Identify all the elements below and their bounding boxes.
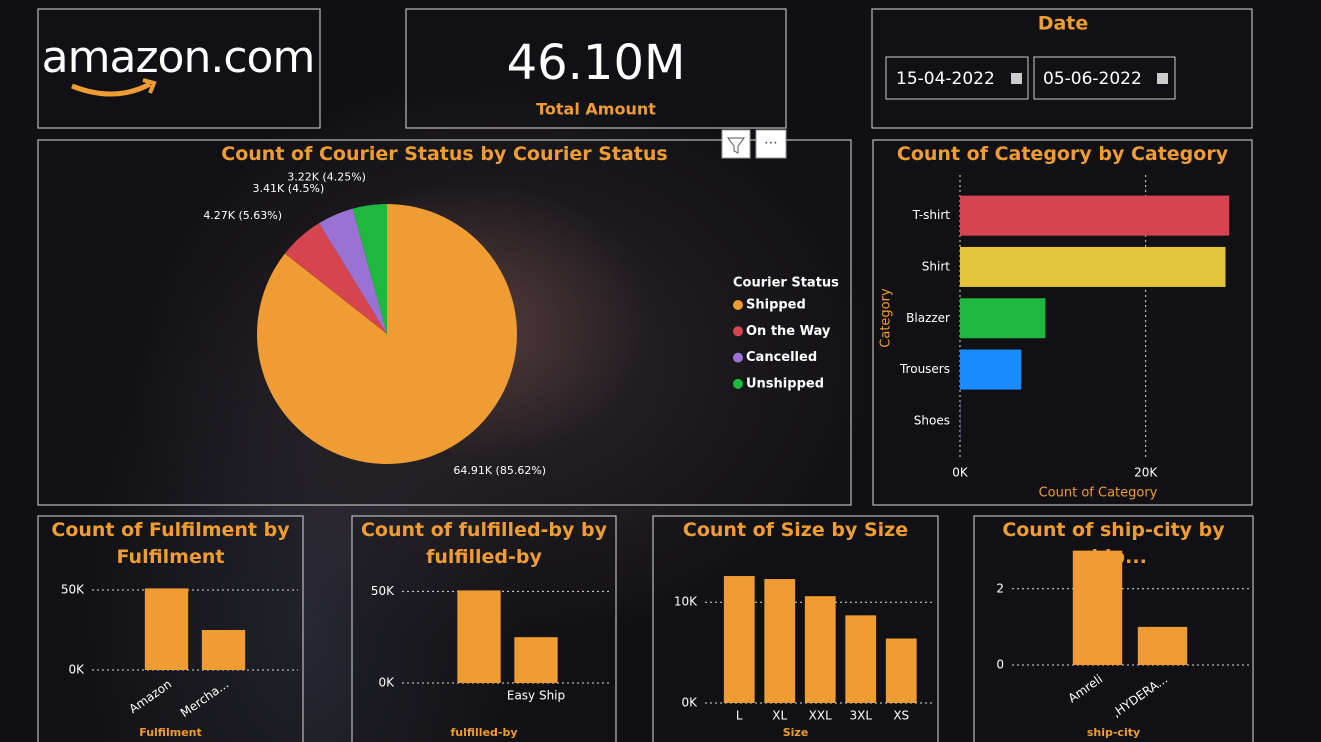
y-tick-label: Blazzer xyxy=(906,311,950,325)
logo-smile xyxy=(71,81,152,97)
chart-title: Count of fulfilled-by by fulfilled-by xyxy=(360,519,608,568)
pie-slice xyxy=(319,208,387,334)
filter-icon[interactable] xyxy=(727,137,745,154)
bar xyxy=(1072,550,1123,665)
legend-label: Unshipped xyxy=(746,376,824,391)
y-tick-label: Shoes xyxy=(914,413,950,427)
legend-label: On the Way xyxy=(746,324,831,339)
legend-marker xyxy=(733,300,743,310)
bar xyxy=(960,195,1230,236)
data-label: 64.91K (85.62%) xyxy=(453,464,546,477)
x-tick-label: 3XL xyxy=(849,709,872,723)
y-tick-label: Shirt xyxy=(922,259,950,273)
legend-title: Courier Status xyxy=(733,276,839,291)
date-start-box[interactable] xyxy=(885,56,1029,100)
date-end[interactable]: 05-06-2022 xyxy=(1043,69,1142,89)
bar xyxy=(457,590,501,683)
x-tick-label: 0K xyxy=(952,466,969,480)
filter-button[interactable] xyxy=(721,129,751,159)
chart-title: Count of Fulfilment by Fulfilment xyxy=(51,519,290,568)
y-tick-label: 0 xyxy=(996,658,1004,672)
bar xyxy=(960,349,1022,390)
legend-label: Cancelled xyxy=(746,350,817,365)
kpi-label: Total Amount xyxy=(536,100,656,119)
bar xyxy=(514,637,558,683)
y-tick-label: 0K xyxy=(68,663,85,677)
x-axis-title: Count of Category xyxy=(1039,486,1158,501)
bar xyxy=(764,579,796,703)
legend-label: Shipped xyxy=(746,298,806,313)
x-tick-label: L xyxy=(736,709,743,723)
x-tick-label: XXL xyxy=(809,709,832,723)
y-axis-title: Category xyxy=(879,288,894,348)
calendar-icon[interactable] xyxy=(1011,73,1022,84)
logo: amazon.com xyxy=(42,32,315,83)
bar xyxy=(885,638,917,703)
more-button[interactable] xyxy=(755,129,787,159)
more-icon[interactable]: ⋯ xyxy=(764,135,778,151)
x-tick-label: Easy Ship xyxy=(507,689,565,703)
bar xyxy=(1137,626,1188,665)
data-label: 4.27K (5.63%) xyxy=(203,209,282,222)
bar xyxy=(960,298,1046,339)
bar xyxy=(845,615,877,703)
y-tick-label: 50K xyxy=(61,583,85,597)
x-tick-label: XS xyxy=(893,709,909,723)
chart-title: Count of ship-city by ship... xyxy=(1002,519,1225,568)
chart-title: Count of Category by Category xyxy=(896,143,1229,165)
data-label: 3.41K (4.5%) xyxy=(253,182,325,195)
chart-title: Count of Size by Size xyxy=(682,519,909,541)
bar xyxy=(804,596,836,703)
logo-arrow xyxy=(142,78,157,94)
pie-slice xyxy=(352,204,387,334)
kpi-panel xyxy=(405,8,787,129)
pie-slice xyxy=(284,223,387,334)
x-tick-label: XL xyxy=(772,709,787,723)
y-tick-label: 50K xyxy=(371,584,395,598)
y-tick-label: 10K xyxy=(674,595,698,609)
logo-panel xyxy=(37,8,321,129)
y-tick-label: 2 xyxy=(996,581,1004,595)
legend-marker xyxy=(733,326,743,337)
chart-title: Count of Courier Status by Courier Statu… xyxy=(221,143,668,165)
bar xyxy=(201,630,246,670)
date-start[interactable]: 15-04-2022 xyxy=(896,69,995,89)
bar xyxy=(723,576,755,703)
date-panel xyxy=(871,8,1253,129)
y-tick-label: T-shirt xyxy=(912,208,951,222)
x-axis-title: ship-city xyxy=(1087,726,1140,739)
y-tick-label: 0K xyxy=(378,676,395,690)
x-axis-title: Fulfilment xyxy=(139,726,202,739)
legend-marker xyxy=(733,378,743,389)
kpi-value: 46.10M xyxy=(507,35,686,91)
bar xyxy=(144,588,189,670)
data-label: 3.22K (4.25%) xyxy=(287,170,366,183)
calendar-icon[interactable] xyxy=(1157,73,1168,84)
x-axis-title: Size xyxy=(783,726,809,739)
x-tick-label: 20K xyxy=(1134,466,1158,480)
date-end-box[interactable] xyxy=(1033,56,1176,100)
bar xyxy=(960,246,1226,287)
date-title: Date xyxy=(1038,13,1089,35)
x-axis-title: fulfilled-by xyxy=(450,726,517,739)
y-tick-label: 0K xyxy=(681,696,698,710)
size-panel xyxy=(652,515,939,742)
legend-marker xyxy=(733,352,743,363)
y-tick-label: Trousers xyxy=(899,362,950,376)
